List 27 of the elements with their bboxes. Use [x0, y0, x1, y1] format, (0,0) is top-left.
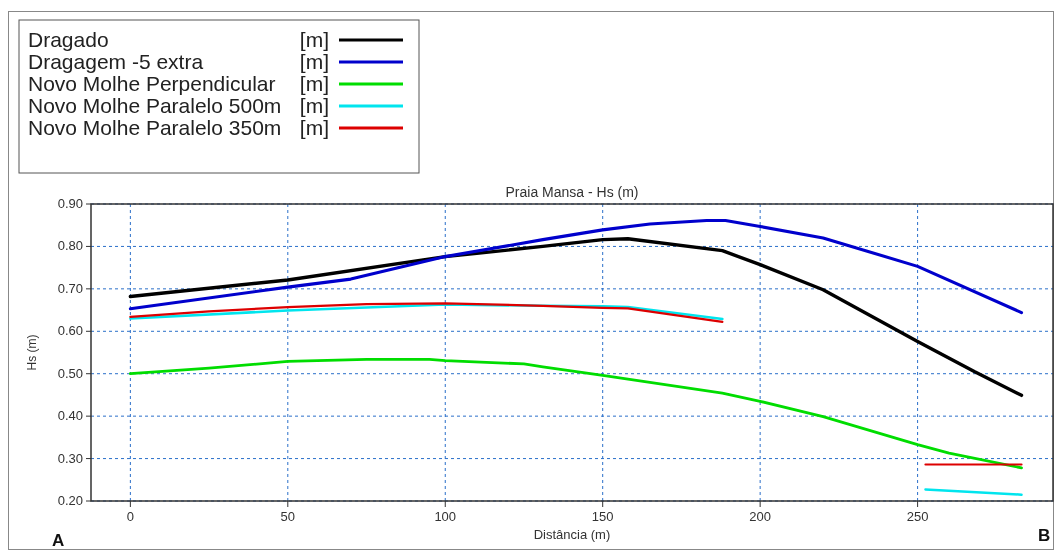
- x-tick-label: 200: [749, 509, 771, 524]
- x-axis-title: Distância (m): [533, 527, 611, 542]
- x-tick-label: 250: [906, 509, 929, 524]
- x-tick-label: 150: [591, 509, 614, 524]
- chart-title: Praia Mansa - Hs (m): [505, 184, 639, 200]
- legend-label: Novo Molhe Paralelo 500m [m]: [28, 94, 329, 117]
- line-series: [128, 219, 1024, 315]
- y-tick-label: 0.60: [57, 323, 83, 339]
- y-tick-label: 0.40: [57, 408, 83, 424]
- x-tick-label: 50: [280, 509, 296, 524]
- y-tick-label: 0.50: [57, 365, 83, 381]
- x-tick-label: 0: [126, 509, 134, 524]
- line-series: [128, 237, 1024, 398]
- text: B: [1038, 526, 1051, 545]
- y-tick-label: 0.80: [57, 238, 83, 254]
- y-axis-title: Hs (m): [25, 334, 39, 371]
- text: Dragagem -5 extra [m]: [28, 50, 329, 73]
- y-tick-label: 0.30: [57, 450, 83, 466]
- y-tick-label: 0.70: [57, 280, 83, 296]
- text: A: [52, 531, 65, 550]
- line-series: [128, 357, 1023, 470]
- y-tick-label: 0.90: [57, 196, 83, 211]
- legend-label: Novo Molhe Paralelo 350m [m]: [28, 116, 329, 139]
- x-tick-label: 100: [434, 509, 457, 524]
- legend-label: Novo Molhe Perpendicular [m]: [28, 72, 329, 95]
- y-tick-label: 0.20: [57, 493, 83, 508]
- text: Dragado [m]: [28, 28, 329, 51]
